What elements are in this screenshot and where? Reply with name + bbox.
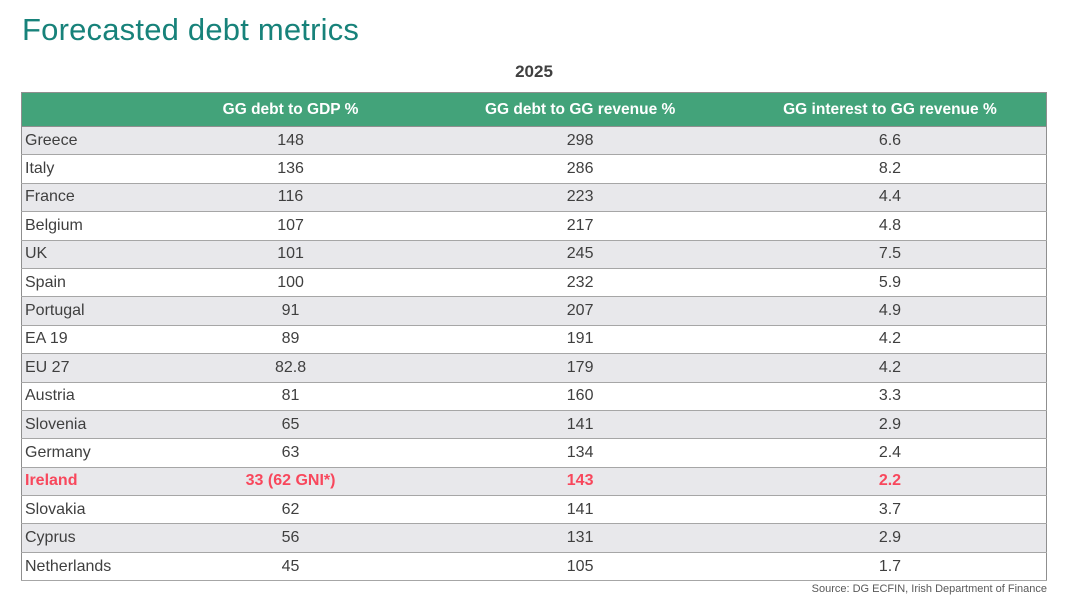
country-cell: Spain xyxy=(21,268,155,298)
value-cell: 56 xyxy=(154,523,427,553)
value-cell: 63 xyxy=(154,438,427,468)
value-cell: 1.7 xyxy=(733,552,1047,582)
value-cell: 2.9 xyxy=(733,523,1047,553)
table-row: Austria 81 160 3.3 xyxy=(21,382,1047,411)
table-row: Ireland 33 (62 GNI*) 143 2.2 xyxy=(21,467,1047,497)
country-cell: Austria xyxy=(21,382,155,411)
table-row: EA 19 89 191 4.2 xyxy=(21,325,1047,355)
table-row: Cyprus 56 131 2.9 xyxy=(21,523,1047,553)
value-cell: 179 xyxy=(426,353,734,383)
column-header-gg-debt-to-gdp: GG debt to GDP % xyxy=(154,92,427,127)
table-row: Germany 63 134 2.4 xyxy=(21,438,1047,468)
country-cell: Portugal xyxy=(21,296,155,326)
value-cell: 160 xyxy=(426,382,734,411)
country-cell: Belgium xyxy=(21,211,155,241)
value-cell: 107 xyxy=(154,211,427,241)
value-cell: 8.2 xyxy=(733,154,1047,184)
value-cell: 232 xyxy=(426,268,734,298)
table-row: Belgium 107 217 4.8 xyxy=(21,211,1047,241)
value-cell: 191 xyxy=(426,325,734,355)
value-cell: 2.2 xyxy=(733,467,1047,497)
value-cell: 207 xyxy=(426,296,734,326)
country-cell: Netherlands xyxy=(21,552,155,582)
value-cell: 286 xyxy=(426,154,734,184)
value-cell: 5.9 xyxy=(733,268,1047,298)
table-row: Greece 148 298 6.6 xyxy=(21,126,1047,156)
value-cell: 100 xyxy=(154,268,427,298)
value-cell: 62 xyxy=(154,495,427,525)
value-cell: 141 xyxy=(426,410,734,440)
value-cell: 298 xyxy=(426,126,734,156)
page-title: Forecasted debt metrics xyxy=(22,12,360,47)
country-cell: Slovakia xyxy=(21,495,155,525)
value-cell: 4.9 xyxy=(733,296,1047,326)
value-cell: 4.4 xyxy=(733,183,1047,213)
value-cell: 2.4 xyxy=(733,438,1047,468)
country-cell: Ireland xyxy=(21,467,155,497)
country-cell: Cyprus xyxy=(21,523,155,553)
table-row: France 116 223 4.4 xyxy=(21,183,1047,213)
column-header-gg-debt-to-gg-revenue: GG debt to GG revenue % xyxy=(426,92,734,127)
value-cell: 116 xyxy=(154,183,427,213)
value-cell: 3.7 xyxy=(733,495,1047,525)
country-cell: Italy xyxy=(21,154,155,184)
table-row: Slovenia 65 141 2.9 xyxy=(21,410,1047,440)
table-row: Portugal 91 207 4.9 xyxy=(21,296,1047,326)
value-cell: 143 xyxy=(426,467,734,497)
debt-metrics-table: GG debt to GDP % GG debt to GG revenue %… xyxy=(21,92,1047,582)
value-cell: 91 xyxy=(154,296,427,326)
country-cell: Greece xyxy=(21,126,155,156)
value-cell: 33 (62 GNI*) xyxy=(154,467,427,497)
country-cell: Slovenia xyxy=(21,410,155,440)
table-row: Italy 136 286 8.2 xyxy=(21,154,1047,184)
year-label: 2025 xyxy=(515,62,553,81)
value-cell: 136 xyxy=(154,154,427,184)
country-cell: EA 19 xyxy=(21,325,155,355)
column-header-country xyxy=(21,92,155,127)
table-row: UK 101 245 7.5 xyxy=(21,240,1047,269)
table-row: Spain 100 232 5.9 xyxy=(21,268,1047,298)
value-cell: 3.3 xyxy=(733,382,1047,411)
source-note: Source: DG ECFIN, Irish Department of Fi… xyxy=(811,583,1047,595)
country-cell: UK xyxy=(21,240,155,269)
value-cell: 141 xyxy=(426,495,734,525)
value-cell: 6.6 xyxy=(733,126,1047,156)
value-cell: 148 xyxy=(154,126,427,156)
value-cell: 134 xyxy=(426,438,734,468)
column-header-gg-interest-to-gg-revenue: GG interest to GG revenue % xyxy=(733,92,1047,127)
country-cell: EU 27 xyxy=(21,353,155,383)
value-cell: 105 xyxy=(426,552,734,582)
value-cell: 81 xyxy=(154,382,427,411)
value-cell: 45 xyxy=(154,552,427,582)
table-row: EU 27 82.8 179 4.2 xyxy=(21,353,1047,383)
country-cell: France xyxy=(21,183,155,213)
value-cell: 245 xyxy=(426,240,734,269)
value-cell: 217 xyxy=(426,211,734,241)
table-row: Netherlands 45 105 1.7 xyxy=(21,552,1047,582)
value-cell: 223 xyxy=(426,183,734,213)
value-cell: 4.2 xyxy=(733,325,1047,355)
country-cell: Germany xyxy=(21,438,155,468)
value-cell: 2.9 xyxy=(733,410,1047,440)
value-cell: 7.5 xyxy=(733,240,1047,269)
table-header-row: GG debt to GDP % GG debt to GG revenue %… xyxy=(21,92,1047,127)
value-cell: 89 xyxy=(154,325,427,355)
value-cell: 131 xyxy=(426,523,734,553)
value-cell: 101 xyxy=(154,240,427,269)
value-cell: 4.8 xyxy=(733,211,1047,241)
value-cell: 65 xyxy=(154,410,427,440)
value-cell: 82.8 xyxy=(154,353,427,383)
value-cell: 4.2 xyxy=(733,353,1047,383)
table-body: Greece 148 298 6.6 Italy 136 286 8.2 France 116 22… xyxy=(21,126,1047,582)
table-row: Slovakia 62 141 3.7 xyxy=(21,495,1047,525)
